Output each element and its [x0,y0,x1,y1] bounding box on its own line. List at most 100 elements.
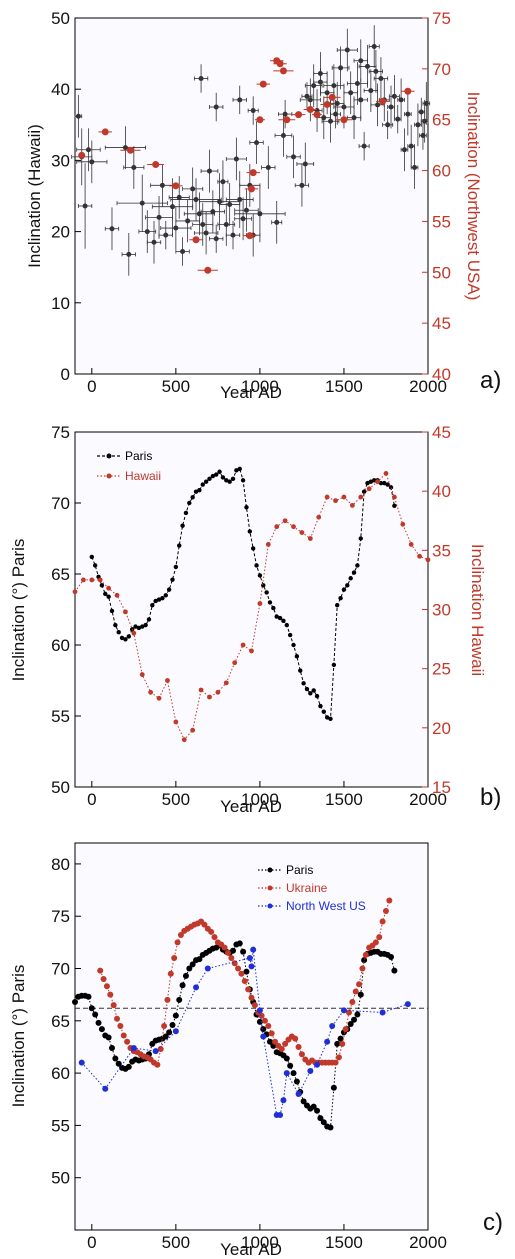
data-point-paris-b [146,617,152,622]
y-tick-label-right-a: 60 [432,162,451,181]
data-point-hawaii [254,140,260,146]
data-point-paris-c [287,1062,294,1069]
data-point-paris-c [283,1055,290,1062]
y-tick-label-c: 60 [51,1064,70,1083]
data-point-ukraine-c [124,1038,131,1045]
data-point-paris-c [172,1012,179,1019]
data-point-hawaii-b [123,609,128,615]
data-point-ukraine-c [235,965,242,972]
data-point-ukraine-c [241,978,248,985]
data-point-paris-b [311,688,316,693]
data-point-hawaii-b [291,524,296,530]
data-point-hawaii [324,90,330,96]
y-axis-label-c: Inclination (°) Paris [9,965,28,1108]
data-point-nwusa [246,232,254,240]
panel-label-b: b) [480,784,501,811]
data-point-paris-b [92,563,98,568]
data-point-ukraine-c [224,949,231,956]
data-point-nwusa [323,100,331,108]
data-point-paris-b [123,637,128,642]
data-point-nwusa [313,111,321,119]
data-point-hawaii-b [257,601,263,606]
y-tick-label-right-b: 15 [432,778,451,797]
data-point-paris-b [113,622,118,628]
data-point-nwusa [328,93,336,101]
data-point-hawaii-b [265,542,271,547]
data-point-paris-b [271,605,276,611]
data-point-nwusa [78,151,86,159]
data-point-hawaii [193,197,199,203]
data-point-north-west-us-c [283,1070,290,1077]
data-point-paris-b [183,510,189,516]
data-point-ukraine-c [372,939,379,946]
data-point-hawaii [351,115,357,121]
data-point-paris-c [186,965,193,972]
data-point-paris-c [176,996,183,1003]
y-tick-label-left-b: 65 [51,565,70,584]
plot-area-c [74,842,429,1231]
data-point-ukraine-c [298,1051,305,1058]
data-point-ukraine-c [265,1023,272,1030]
data-point-paris-b [143,622,148,628]
data-point-north-west-us-c [295,1091,302,1098]
y-tick-label-left-b: 75 [51,423,70,442]
legend-hawaii-b: Hawaii [125,469,161,483]
data-point-paris-b [156,597,162,602]
data-point-paris-b [261,583,266,588]
data-point-hawaii [328,118,334,124]
data-point-paris-c [189,961,196,968]
data-point-hawaii [334,100,340,106]
data-point-north-west-us-c [280,1097,287,1104]
data-point-paris-b [321,709,326,714]
data-point-paris-b [170,577,175,582]
data-point-hawaii [220,179,226,185]
data-point-hawaii [373,68,379,74]
data-point-paris-b [210,473,216,479]
data-point-paris-b [385,482,390,487]
data-point-ukraine-c [282,1040,289,1047]
data-point-hawaii-b [72,589,78,595]
data-point-nwusa [379,97,387,105]
data-point-hawaii [206,168,212,174]
data-point-north-west-us-c [193,984,200,991]
x-tick-label-c: 1000 [241,1233,279,1252]
data-point-hawaii-b [139,672,145,677]
data-point-paris-b [267,600,273,605]
data-point-ukraine-c [97,967,104,974]
data-point-paris-c [347,1020,354,1027]
data-point-hawaii [257,211,263,217]
data-point-paris-b [382,480,387,486]
x-tick-label-a: 1500 [325,377,363,396]
data-point-nwusa [276,60,284,68]
data-point-hawaii [227,202,233,208]
y-tick-label-c: 75 [51,907,70,926]
data-point-hawaii [213,236,219,242]
data-point-ukraine-c [211,934,218,941]
data-point-paris-b [294,654,300,659]
data-point-ukraine-c [164,996,171,1003]
data-point-paris-b [277,615,283,621]
data-point-paris-b [314,693,320,699]
data-point-paris-b [328,716,333,722]
data-point-hawaii-b [232,660,238,666]
plot-area-b [74,431,429,788]
data-point-paris-b [240,478,246,483]
data-point-hawaii [385,122,391,128]
panel-label-a: a) [480,367,501,394]
y-tick-label-right-b: 45 [432,423,451,442]
data-point-paris-b [163,593,168,598]
data-point-paris-b [345,583,350,588]
data-point-ukraine-c [261,1017,268,1024]
data-point-north-west-us-c [248,963,255,970]
data-point-paris-c [240,948,247,955]
data-point-hawaii [82,203,88,209]
data-point-paris-c [351,1016,358,1023]
x-tick-label-b: 2000 [409,790,447,809]
data-point-hawaii [198,76,204,82]
data-point-paris-c [388,954,395,961]
data-point-hawaii-b [408,542,414,547]
data-point-hawaii [230,232,236,238]
data-point-paris-b [324,715,330,720]
data-point-paris-c [300,1098,307,1105]
data-point-north-west-us-c [324,1038,331,1045]
